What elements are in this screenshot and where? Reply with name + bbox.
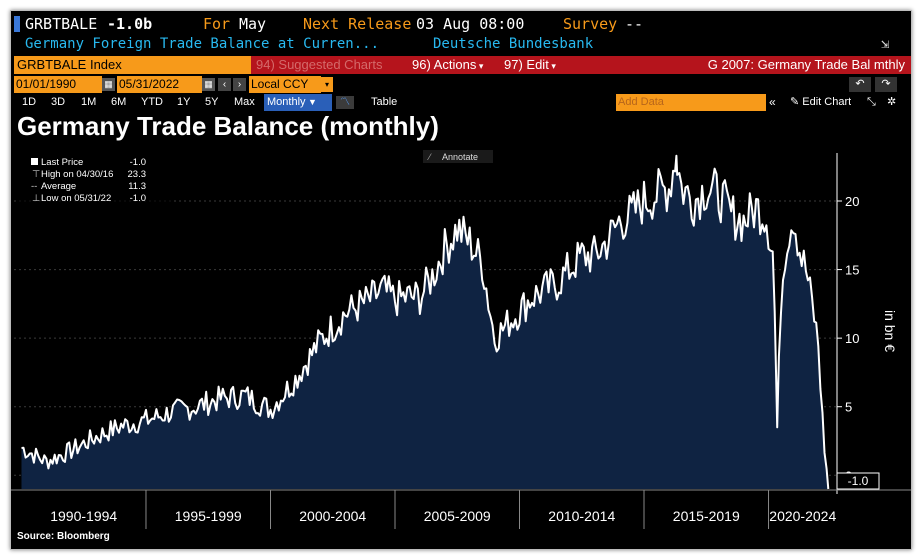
quote-header: GRBTBALE -1.0b For May Next Release 03 A… [11,14,911,34]
start-calendar-icon[interactable]: ▦ [102,78,115,91]
low-marker-icon: ⊥ [32,193,40,204]
range-6m[interactable]: 6M [111,96,127,108]
next-period-icon[interactable]: › [233,78,246,91]
end-date-input[interactable]: 05/31/2022 [117,76,202,93]
last-price-swatch [31,158,38,165]
annotate-icon: ⁄ [427,152,432,162]
y-tick-label: 10 [845,331,859,346]
range-1y[interactable]: 1Y [177,96,191,108]
x-category-label: 2010-2014 [548,508,615,524]
survey-value: -- [625,15,644,33]
range-max[interactable]: Max [234,96,255,108]
prev-period-icon[interactable]: ‹ [218,78,231,91]
range-bar: 1D 3D 1M 6M YTD 1Y 5Y Max Monthly ▼ 〽 Ta… [11,94,911,111]
ticker-label: GRBTBALE [25,15,98,33]
survey-label: Survey [563,15,618,33]
legend-low-label: Low on 05/31/22 [41,193,111,204]
legend-last-price-label: Last Price [41,157,83,168]
x-category-label: 2015-2019 [673,508,740,524]
legend: Last Price -1.0 ⊤ High on 04/30/16 23.3 … [18,154,173,208]
high-marker-icon: ⊤ [32,169,40,180]
security-description: Germany Foreign Trade Balance at Curren.… [25,36,380,52]
suggested-charts-button[interactable]: 94) Suggested Charts [251,56,411,74]
pencil-icon: ✎ [790,96,803,108]
edit-menu[interactable]: 97) Edit ▾ [501,56,576,74]
x-axis: 1990-1994 1995-1999 2000-2004 2005-2009 2010… [11,489,911,529]
legend-high-label: High on 04/30/16 [41,169,113,180]
collapse-icon[interactable]: « [769,95,776,109]
currency-dropdown-icon[interactable]: ▾ [321,77,333,92]
x-category-label: 1990-1994 [50,508,117,524]
data-source-name: Deutsche Bundesbank [433,36,594,52]
x-category-label: 2005-2009 [424,508,491,524]
next-release-label: Next Release [303,15,412,33]
legend-average-value: 11.3 [128,181,146,192]
start-date-input[interactable]: 01/01/1990 [14,76,102,93]
y-tick-label: 20 [845,194,859,209]
x-category-label: 2000-2004 [299,508,366,524]
annotate-button: ⁄ Annotate [423,150,493,163]
x-category-label: 2020-2024 [769,508,836,524]
currency-select[interactable]: Local CCY [249,76,321,93]
actions-bar: GRBTBALE Index 94) Suggested Charts 96) … [11,56,911,74]
last-value: -1.0b [107,15,153,33]
range-ytd[interactable]: YTD [141,96,163,108]
chart-canvas[interactable]: 05101520 1990-19941995-19992000-20042005… [11,11,911,549]
security-field[interactable]: GRBTBALE Index [14,56,252,74]
for-value: May [239,15,267,33]
source-credit: Source: Bloomberg [17,531,110,542]
frequency-select[interactable]: Monthly ▼ [264,94,332,111]
legend-low-value: -1.0 [130,193,146,204]
last-value-marker: -1.0 [836,472,880,490]
legend-high-value: 23.3 [128,169,147,180]
export-icon[interactable]: ⇲ [881,36,890,52]
legend-last-price-value: -1.0 [130,157,146,168]
actions-label: 96) Actions [412,57,477,72]
for-label: For [203,15,231,33]
chart-name: G 2007: Germany Trade Bal mthly [575,56,911,74]
settings-gear-icon[interactable]: ✲ [887,96,897,108]
table-button[interactable]: Table [371,96,398,108]
y-axis: 05101520 [836,153,859,494]
range-1m[interactable]: 1M [81,96,97,108]
x-category-label: 1995-1999 [175,508,242,524]
actions-menu[interactable]: 96) Actions ▾ [409,56,502,74]
bloomberg-terminal-window: GRBTBALE -1.0b For May Next Release 03 A… [10,10,912,550]
edit-chart-button[interactable]: ✎ Edit Chart [790,94,851,111]
date-range-bar: 01/01/1990 ▦ 05/31/2022 ▦ ‹ › Local CCY … [11,76,911,93]
range-1d[interactable]: 1D [22,96,37,108]
end-calendar-icon[interactable]: ▦ [202,78,215,91]
y-axis-label: in bn € [882,310,898,352]
chart-title: Germany Trade Balance (monthly) [17,111,439,141]
frequency-label: Monthly [267,96,306,108]
legend-average-label: Average [41,181,76,192]
redo-icon[interactable]: ↷ [875,77,897,92]
range-3d[interactable]: 3D [51,96,66,108]
edit-label: 97) Edit [504,57,549,72]
annotate-label: Annotate [442,152,478,162]
add-data-input[interactable]: Add Data [616,94,766,111]
series-line [21,154,830,490]
y-tick-label: 15 [845,263,859,278]
security-marker [14,16,20,32]
description-row: Germany Foreign Trade Balance at Curren.… [11,34,911,54]
undo-icon[interactable]: ↶ [849,77,871,92]
line-chart-icon[interactable]: 〽 [336,96,354,109]
last-value-label: -1.0 [848,474,869,488]
next-release-value: 03 Aug 08:00 [416,15,525,33]
draw-tool-icon[interactable]: ⤡ [867,96,876,108]
series-area [21,155,829,489]
y-tick-label: 5 [845,400,852,415]
average-marker-icon: -- [31,181,37,192]
range-5y[interactable]: 5Y [205,96,219,108]
edit-chart-label: Edit Chart [802,96,852,108]
